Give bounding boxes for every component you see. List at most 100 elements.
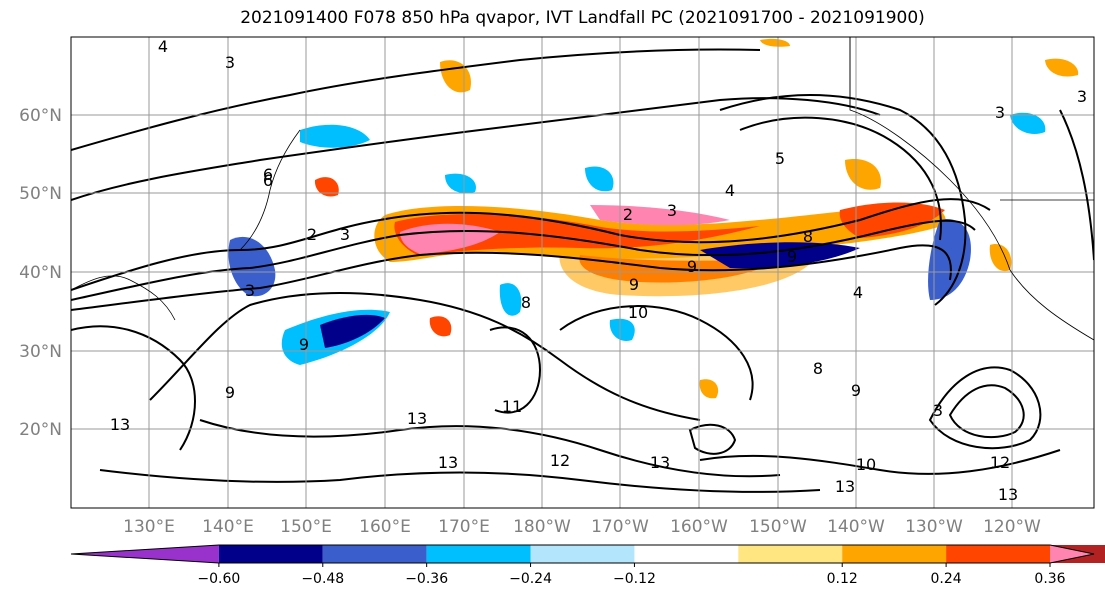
latitude-label: 40°N	[19, 263, 62, 283]
longitude-label: 170°E	[438, 517, 490, 537]
contour-line	[489, 326, 542, 414]
longitude-labels: 130°E 140°E 150°E 160°E 170°E 180°W 170°W 160°W…	[123, 517, 1041, 537]
shade-blob-5	[989, 244, 1012, 272]
colorbar-tick-label: −0.36	[405, 571, 448, 587]
contour-line	[149, 292, 701, 421]
longitude-label: 180°W	[513, 517, 571, 537]
contour-label: 3	[340, 225, 350, 244]
colorbar: −0.60−0.48−0.36−0.24−0.120.120.240.360.4…	[70, 544, 1105, 587]
contour-label: 9	[629, 275, 639, 294]
contour-label: 4	[725, 181, 735, 200]
contour-label: 3	[995, 103, 1005, 122]
contour-line	[99, 469, 821, 493]
colorbar-segment	[322, 545, 427, 563]
shade-negative-upper-3	[585, 166, 614, 192]
shade-positive-core	[394, 214, 760, 256]
colorbar-segment	[738, 545, 843, 563]
contour-label: 4	[158, 37, 168, 56]
coastlines	[71, 37, 1094, 341]
contour-line	[739, 116, 942, 241]
contour-label: 8	[803, 227, 813, 246]
contour-label: 9	[687, 257, 697, 276]
contour-label: 9	[851, 381, 861, 400]
contour-label: 9	[787, 247, 797, 266]
graticule	[71, 37, 1094, 508]
shade-positive-east	[839, 202, 945, 238]
shade-blob-4	[1045, 58, 1079, 77]
contour-label: 9	[299, 335, 309, 354]
longitude-label: 140°E	[202, 517, 254, 537]
shade-negative-west-3	[320, 314, 385, 348]
colorbar-tick-label: −0.24	[509, 571, 552, 587]
contour-line	[699, 449, 1061, 475]
contour-label: 3	[933, 401, 943, 420]
longitude-label: 130°W	[905, 517, 963, 537]
contour-line	[1059, 109, 1094, 261]
contour-line	[559, 305, 754, 401]
colorbar-extend-right	[1050, 545, 1094, 563]
coastline-north-america	[849, 37, 1094, 341]
contour-label: 8	[521, 293, 531, 312]
contour-label: 13	[407, 409, 427, 428]
colorbar-tick-label: −0.12	[613, 571, 656, 587]
colorbar-segment	[426, 545, 531, 563]
contour-label: 13	[438, 453, 458, 472]
colorbar-segment	[946, 545, 1050, 563]
contour-label: 3	[225, 53, 235, 72]
contour-label: 3	[667, 201, 677, 220]
contour-label: 10	[856, 455, 876, 474]
contour-label: 2	[307, 225, 317, 244]
ivt-contours	[71, 48, 1094, 493]
contour-label: 6	[263, 165, 273, 184]
colorbar-tick-label: −0.48	[301, 571, 344, 587]
contour-label: 9	[225, 383, 235, 402]
contour-line	[688, 423, 737, 455]
shade-blob-2	[845, 159, 881, 190]
contour-line	[928, 366, 1042, 450]
contour-line	[71, 97, 881, 201]
contour-label: 6	[263, 171, 273, 190]
contour-label: 10	[628, 303, 648, 322]
longitude-label: 150°E	[280, 517, 332, 537]
contour-label: 13	[835, 477, 855, 496]
shade-negative-mid-2	[499, 283, 522, 316]
contour-label: 13	[110, 415, 130, 434]
shade-negative-upper-2	[445, 173, 476, 194]
longitude-label: 170°W	[591, 517, 649, 537]
colorbar-segment	[634, 545, 739, 563]
contour-label: 13	[650, 453, 670, 472]
colorbar-segment	[842, 545, 947, 563]
contour-line	[71, 198, 991, 291]
shade-negative-upper	[300, 124, 370, 148]
shade-negative-west	[228, 236, 276, 297]
contour-line	[199, 419, 781, 478]
shade-blob-3	[314, 177, 339, 197]
latitude-label: 20°N	[19, 420, 62, 440]
latitude-label: 50°N	[19, 184, 62, 204]
colorbar-tick-label: 0.36	[1034, 571, 1065, 587]
contour-line	[71, 325, 196, 451]
contour-label: 2	[623, 205, 633, 224]
latitude-label: 30°N	[19, 342, 62, 362]
contour-label: 8	[813, 359, 823, 378]
shade-negative-mid	[700, 242, 860, 269]
contour-label: 12	[990, 453, 1010, 472]
contour-line	[71, 48, 761, 151]
contour-label: 11	[502, 397, 522, 416]
colorbar-tick-label: 0.24	[931, 571, 962, 587]
contour-label: 3	[245, 281, 255, 300]
contour-line	[71, 244, 952, 311]
contour-label: 12	[550, 451, 570, 470]
latitude-label: 60°N	[19, 106, 62, 126]
longitude-label: 120°W	[983, 517, 1041, 537]
contour-label: 5	[775, 149, 785, 168]
shade-blob-6	[429, 316, 452, 337]
longitude-label: 160°E	[359, 517, 411, 537]
coastline-asia	[71, 129, 301, 321]
longitude-label: 150°W	[749, 517, 807, 537]
colorbar-extend-left	[71, 545, 219, 563]
colorbar-tick-label: −0.60	[197, 571, 240, 587]
map-title: 2021091400 F078 850 hPa qvapor, IVT Land…	[240, 8, 925, 28]
